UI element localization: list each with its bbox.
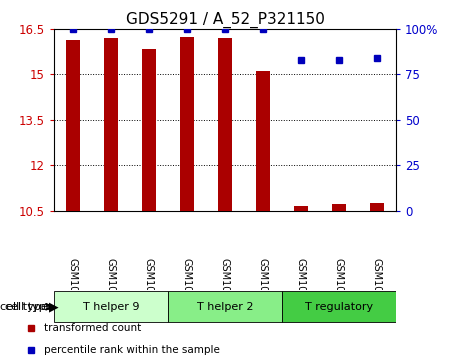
Text: T helper 2: T helper 2 xyxy=(197,302,253,312)
Text: GSM1094168: GSM1094168 xyxy=(144,258,154,323)
Text: transformed count: transformed count xyxy=(44,323,142,333)
FancyBboxPatch shape xyxy=(54,291,167,322)
Bar xyxy=(333,204,346,211)
Text: cell type: cell type xyxy=(0,302,48,312)
Text: percentile rank within the sample: percentile rank within the sample xyxy=(44,345,220,355)
Text: GSM1094164: GSM1094164 xyxy=(220,258,230,323)
Text: T helper 9: T helper 9 xyxy=(83,302,139,312)
Bar xyxy=(218,37,232,211)
Text: GSM1094163: GSM1094163 xyxy=(182,258,192,323)
FancyBboxPatch shape xyxy=(283,291,396,322)
Bar xyxy=(370,203,384,211)
Bar xyxy=(66,40,80,211)
Text: GSM1094165: GSM1094165 xyxy=(258,258,268,323)
Text: GSM1094166: GSM1094166 xyxy=(68,258,78,323)
Text: T regulatory: T regulatory xyxy=(305,302,373,312)
Bar xyxy=(104,38,117,211)
Text: GSM1094167: GSM1094167 xyxy=(106,258,116,323)
Text: GSM1094173: GSM1094173 xyxy=(334,258,344,323)
Bar xyxy=(294,206,308,211)
Bar xyxy=(180,37,194,211)
Text: GSM1094174: GSM1094174 xyxy=(372,258,382,323)
Bar xyxy=(256,72,270,211)
Title: GDS5291 / A_52_P321150: GDS5291 / A_52_P321150 xyxy=(126,12,324,28)
Text: GSM1094172: GSM1094172 xyxy=(296,258,306,323)
Bar xyxy=(142,49,156,211)
Text: ▶: ▶ xyxy=(49,300,59,313)
FancyBboxPatch shape xyxy=(168,291,282,322)
Text: cell type: cell type xyxy=(5,302,53,312)
